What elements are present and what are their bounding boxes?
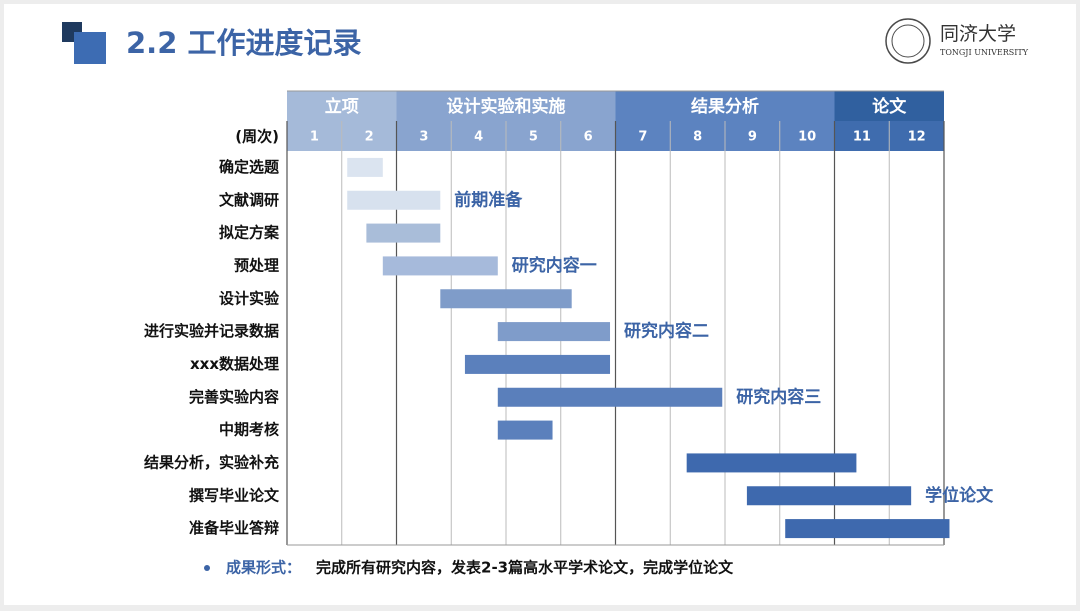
logo-emblem: [885, 18, 931, 64]
title-decoration: [74, 32, 106, 64]
phase-annotation: 学位论文: [925, 485, 994, 506]
phase-label: 结果分析: [691, 96, 759, 117]
task-label: xxx数据处理: [190, 355, 279, 373]
phase-annotation: 研究内容三: [736, 386, 821, 407]
task-bar: [497, 387, 723, 407]
week-label: 5: [529, 130, 538, 145]
task-label: 文献调研: [219, 191, 279, 209]
task-label: 设计实验: [219, 289, 280, 307]
week-label: 3: [419, 130, 428, 145]
task-bar: [746, 486, 912, 506]
phase-header: [834, 91, 944, 121]
task-label: 预处理: [234, 256, 279, 274]
week-label: 11: [853, 130, 871, 145]
week-axis-label: (周次): [235, 128, 279, 146]
gantt-chart: 立项 设计实验和实施 结果分析 论文1 2 3 4 5 6 7 8 9 10 11 12(周次)确定选题文献…: [144, 90, 994, 546]
week-label: 7: [638, 130, 647, 145]
phase-header: [287, 91, 397, 121]
phase-header: [396, 91, 616, 121]
task-bar: [382, 256, 498, 276]
logo-subtitle: TONGJI UNIVERSITY: [940, 48, 1029, 57]
week-label: 12: [908, 130, 926, 145]
task-bar: [686, 453, 857, 473]
week-label: 1: [310, 130, 319, 145]
logo-name: 同济大学: [940, 23, 1016, 45]
week-label: 6: [584, 130, 593, 145]
task-label: 中期考核: [219, 421, 279, 439]
week-label: 10: [798, 130, 816, 145]
task-bar: [440, 289, 572, 309]
phase-label: 立项: [325, 96, 359, 117]
footer-text: 完成所有研究内容，发表2-3篇高水平学术论文，完成学位论文: [316, 559, 734, 577]
phase-label: 设计实验和实施: [447, 96, 566, 117]
task-label: 完善实验内容: [189, 388, 279, 406]
phase-annotation: 研究内容二: [624, 321, 709, 342]
phase-header: [615, 91, 835, 121]
week-label: 4: [474, 130, 483, 145]
slide-title: 2.2 工作进度记录: [126, 26, 361, 60]
bullet: [204, 565, 210, 571]
phase-annotation: 前期准备: [454, 189, 523, 210]
week-label: 8: [693, 130, 702, 145]
task-label: 进行实验并记录数据: [144, 322, 279, 340]
task-bar: [785, 519, 950, 539]
week-label: 9: [748, 130, 757, 145]
task-label: 拟定方案: [219, 224, 280, 242]
task-bar: [366, 223, 441, 243]
task-label: 确定选题: [219, 158, 280, 176]
task-label: 准备毕业答辩: [189, 519, 279, 537]
task-bar: [497, 420, 553, 440]
task-bar: [497, 322, 611, 342]
phase-annotation: 研究内容一: [512, 255, 597, 276]
footer-label: 成果形式：: [226, 559, 301, 577]
task-bar: [347, 190, 441, 210]
phase-label: 论文: [872, 96, 907, 117]
task-bar: [347, 157, 383, 177]
logo-emblem: [891, 24, 925, 58]
task-label: 结果分析，实验补充: [144, 453, 279, 471]
week-label: 2: [365, 130, 374, 145]
task-bar: [464, 354, 611, 374]
task-label: 撰写毕业论文: [189, 486, 280, 504]
